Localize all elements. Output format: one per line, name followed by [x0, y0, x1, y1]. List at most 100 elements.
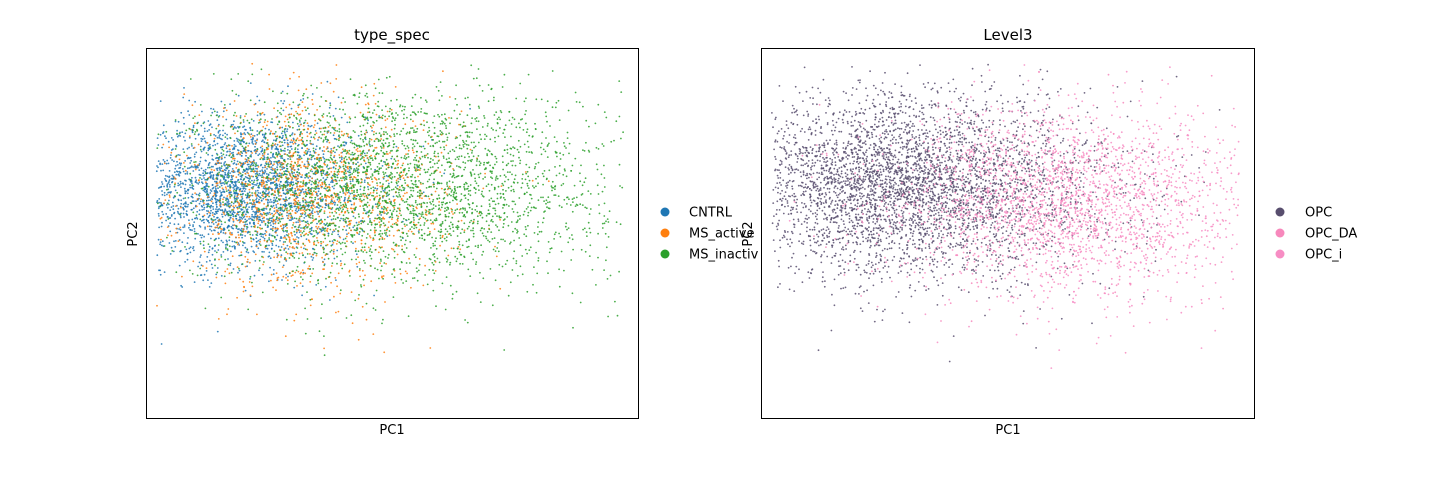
scatter-point	[429, 230, 431, 233]
scatter-point	[456, 257, 459, 260]
scatter-point	[403, 155, 406, 157]
scatter-point	[255, 211, 257, 213]
scatter-point	[525, 208, 528, 210]
scatter-point	[385, 76, 388, 79]
scatter-point	[252, 183, 255, 186]
scatter-point	[245, 203, 248, 206]
scatter-point	[404, 192, 406, 195]
scatter-point	[357, 338, 360, 341]
scatter-point	[414, 169, 417, 172]
scatter-point	[416, 279, 419, 282]
scatter-point	[334, 161, 336, 164]
scatter-point	[207, 153, 210, 156]
scatter-point	[203, 206, 206, 209]
scatter-point	[317, 139, 319, 141]
scatter-point	[193, 249, 195, 252]
scatter-point	[381, 165, 384, 167]
scatter-point	[201, 110, 203, 113]
scatter-point	[254, 213, 257, 216]
scatter-point	[180, 186, 182, 189]
scatter-point	[443, 237, 446, 240]
scatter-point	[349, 180, 352, 183]
scatter-point	[207, 202, 210, 205]
scatter-point	[266, 198, 269, 201]
scatter-point	[587, 149, 590, 152]
scatter-point	[296, 148, 299, 151]
scatter-point	[506, 144, 509, 147]
scatter-point	[205, 152, 208, 154]
scatter-point	[416, 203, 419, 206]
scatter-point	[356, 150, 359, 153]
scatter-point	[524, 171, 527, 173]
scatter-point	[177, 198, 180, 201]
scatter-point	[199, 145, 202, 148]
scatter-point	[381, 207, 383, 210]
scatter-point	[258, 153, 261, 155]
scatter-point	[323, 354, 326, 357]
scatter-point	[374, 196, 377, 199]
scatter-point	[173, 240, 175, 243]
scatter-point	[234, 111, 236, 114]
scatter-point	[258, 269, 260, 272]
scatter-point	[403, 179, 406, 182]
scatter-point	[267, 192, 270, 195]
scatter-point	[407, 153, 409, 155]
scatter-point	[259, 238, 262, 241]
scatter-point	[286, 142, 289, 144]
scatter-point	[157, 212, 160, 215]
scatter-point	[319, 219, 322, 222]
scatter-point	[369, 229, 372, 232]
scatter-point	[402, 171, 405, 173]
scatter-point	[284, 241, 287, 243]
scatter-point	[321, 256, 323, 259]
scatter-point	[224, 142, 227, 144]
scatter-point	[232, 175, 235, 177]
scatter-point	[272, 199, 275, 202]
scatter-point	[240, 178, 242, 181]
scatter-point	[211, 198, 214, 201]
scatter-point	[199, 160, 202, 163]
scatter-point	[293, 171, 295, 174]
scatter-point	[182, 148, 185, 151]
scatter-point	[382, 155, 384, 158]
scatter-point	[278, 178, 280, 180]
scatter-point	[303, 217, 306, 219]
scatter-point	[178, 174, 181, 177]
scatter-point	[330, 249, 333, 252]
scatter-point	[371, 112, 374, 114]
scatter-point	[167, 140, 170, 143]
scatter-point	[215, 157, 217, 160]
scatter-point	[244, 176, 247, 178]
scatter-point	[228, 210, 231, 213]
scatter-point	[251, 194, 254, 197]
scatter-point	[413, 223, 415, 226]
scatter-point	[618, 115, 621, 118]
scatter-point	[424, 194, 427, 197]
scatter-point	[333, 154, 336, 157]
scatter-point	[331, 174, 334, 177]
scatter-point	[228, 193, 231, 196]
scatter-point	[219, 182, 222, 185]
scatter-point	[469, 107, 471, 110]
scatter-point	[298, 185, 301, 188]
scatter-point	[438, 140, 441, 143]
scatter-point	[305, 109, 307, 112]
scatter-point	[344, 201, 346, 204]
scatter-point	[311, 93, 314, 95]
scatter-point	[320, 230, 323, 233]
scatter-point	[404, 270, 407, 273]
scatter-point	[250, 138, 253, 141]
scatter-point	[361, 269, 364, 272]
scatter-point	[185, 180, 187, 182]
scatter-point	[342, 144, 345, 147]
scatter-point	[252, 160, 255, 163]
scatter-point	[492, 220, 494, 223]
scatter-point	[221, 215, 224, 218]
scatter-point	[374, 168, 376, 171]
scatter-point	[175, 173, 178, 176]
scatter-point	[329, 124, 331, 127]
scatter-point	[298, 139, 300, 142]
scatter-point	[295, 231, 298, 234]
scatter-point	[241, 183, 244, 186]
scatter-point	[302, 125, 305, 127]
